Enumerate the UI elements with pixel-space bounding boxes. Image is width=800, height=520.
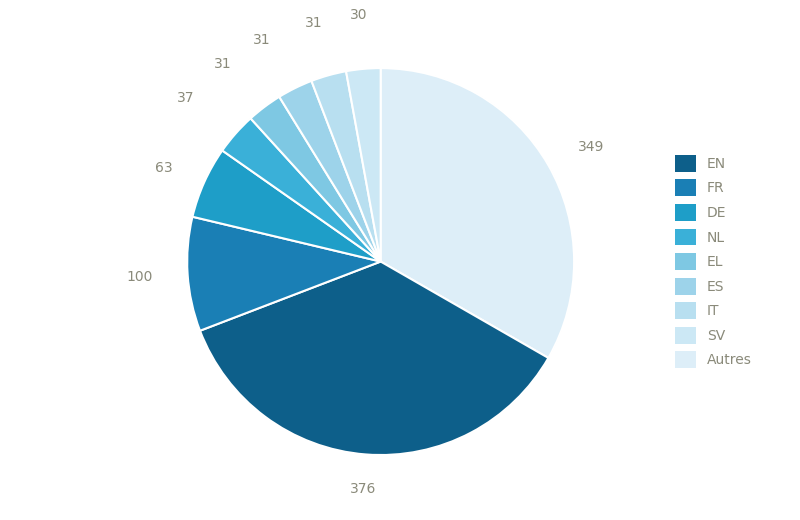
Wedge shape bbox=[200, 262, 548, 455]
Wedge shape bbox=[187, 217, 381, 331]
Wedge shape bbox=[279, 81, 381, 262]
Text: 100: 100 bbox=[126, 269, 153, 283]
Wedge shape bbox=[193, 150, 381, 262]
Text: 31: 31 bbox=[214, 57, 232, 71]
Wedge shape bbox=[250, 97, 381, 262]
Wedge shape bbox=[346, 68, 381, 262]
Wedge shape bbox=[311, 71, 381, 262]
Text: 31: 31 bbox=[254, 33, 271, 46]
Wedge shape bbox=[381, 68, 574, 358]
Wedge shape bbox=[222, 119, 381, 262]
Text: 31: 31 bbox=[305, 16, 322, 30]
Text: 30: 30 bbox=[350, 8, 367, 22]
Text: 376: 376 bbox=[350, 482, 376, 496]
Text: 63: 63 bbox=[155, 161, 173, 175]
Legend: EN, FR, DE, NL, EL, ES, IT, SV, Autres: EN, FR, DE, NL, EL, ES, IT, SV, Autres bbox=[668, 148, 759, 375]
Text: 349: 349 bbox=[578, 140, 605, 154]
Text: 37: 37 bbox=[178, 91, 195, 105]
